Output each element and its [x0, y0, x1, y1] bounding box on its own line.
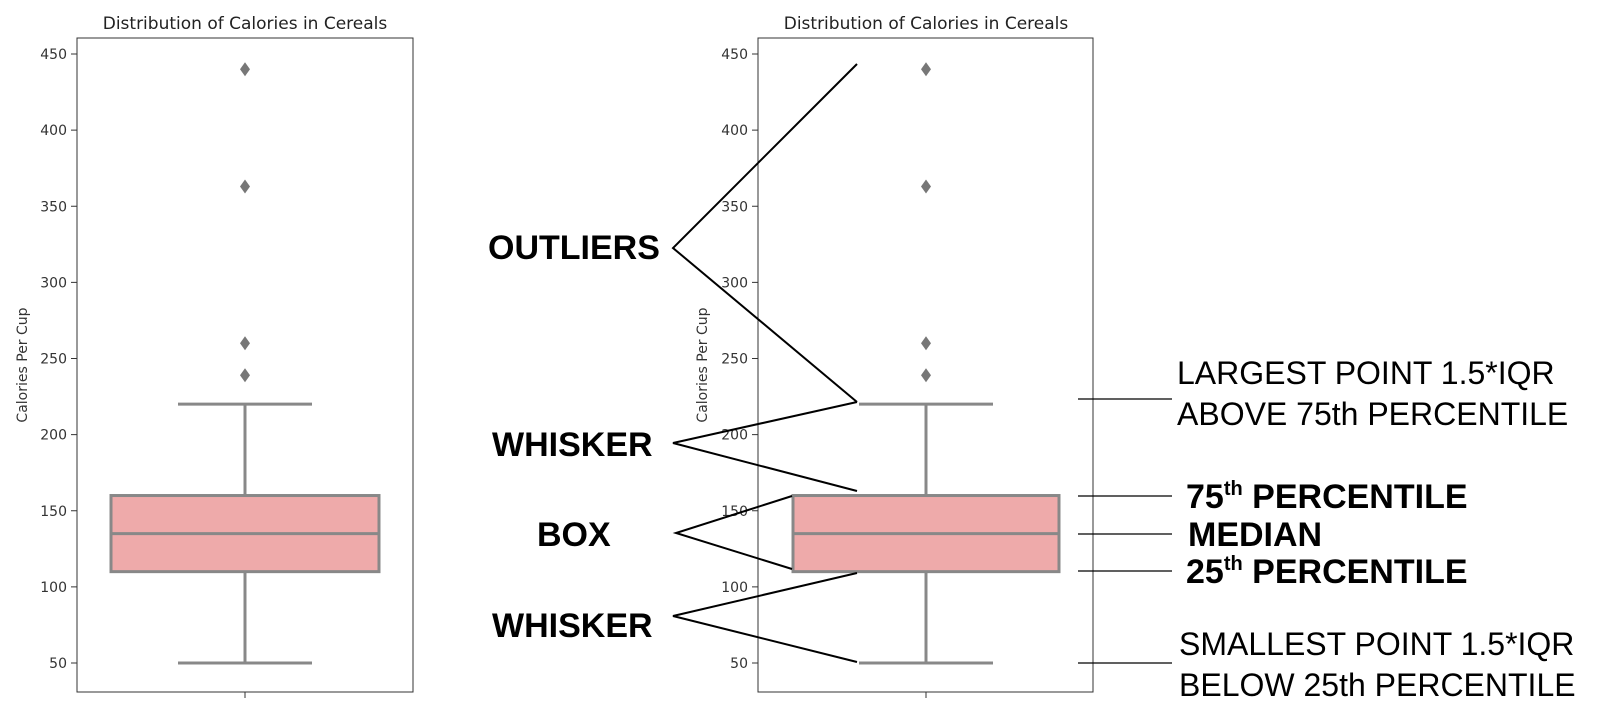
chart-title: Distribution of Calories in Cereals [103, 14, 388, 34]
y-tick-label: 300 [40, 275, 67, 291]
y-tick-label: 450 [721, 47, 748, 63]
outlier-point [921, 179, 931, 194]
y-axis-label: Calories Per Cup [15, 307, 31, 422]
outliers-connector [671, 63, 858, 403]
box-connector [672, 495, 793, 570]
y-tick-label: 400 [721, 123, 748, 139]
y-tick-label: 100 [721, 580, 748, 596]
y-tick-label: 50 [49, 656, 67, 672]
y-tick-label: 350 [40, 199, 67, 215]
y-tick-label: 250 [721, 352, 748, 368]
median-label: MEDIAN [1188, 516, 1322, 554]
outlier-point [240, 179, 250, 194]
smallest-point-label-line1: SMALLEST POINT 1.5*IQR [1179, 626, 1574, 662]
outlier-point [240, 62, 250, 77]
y-ticks: 50 100 150 200 250 300 350 400 450 [40, 47, 77, 672]
outlier-point [240, 336, 250, 351]
outliers-label: OUTLIERS [488, 229, 660, 267]
largest-point-label-line1: LARGEST POINT 1.5*IQR [1177, 355, 1555, 391]
p75-label: 75th PERCENTILE [1186, 478, 1468, 516]
annotation-connectors-left [671, 63, 858, 663]
box-series [109, 62, 381, 665]
outlier-point [240, 368, 250, 383]
outlier-point [921, 62, 931, 77]
whisker-upper-connector [672, 401, 858, 492]
outlier-point [921, 368, 931, 383]
y-tick-label: 450 [40, 47, 67, 63]
boxplot-right: Distribution of Calories in Cereals Calo… [695, 14, 1094, 698]
boxplot-left: Distribution of Calories in Cereals Calo… [15, 14, 414, 698]
whisker-lower-label: WHISKER [492, 607, 653, 645]
box-label: BOX [537, 516, 611, 554]
box-series [791, 62, 1061, 665]
y-tick-label: 400 [40, 123, 67, 139]
chart-title: Distribution of Calories in Cereals [784, 14, 1069, 34]
whisker-lower-connector [672, 572, 858, 663]
y-axis-label: Calories Per Cup [695, 307, 711, 422]
largest-point-label-line2: ABOVE 75th PERCENTILE [1177, 396, 1568, 432]
y-tick-label: 200 [40, 428, 67, 444]
y-tick-label: 100 [40, 580, 67, 596]
y-tick-label: 300 [721, 275, 748, 291]
y-tick-label: 250 [40, 352, 67, 368]
y-tick-label: 350 [721, 199, 748, 215]
y-tick-label: 150 [40, 504, 67, 520]
outlier-point [921, 336, 931, 351]
whisker-upper-label: WHISKER [492, 426, 653, 464]
p25-label: 25th PERCENTILE [1186, 553, 1468, 591]
smallest-point-label-line2: BELOW 25th PERCENTILE [1179, 667, 1576, 703]
annotation-connectors-right [1078, 398, 1172, 664]
y-tick-label: 50 [730, 656, 748, 672]
